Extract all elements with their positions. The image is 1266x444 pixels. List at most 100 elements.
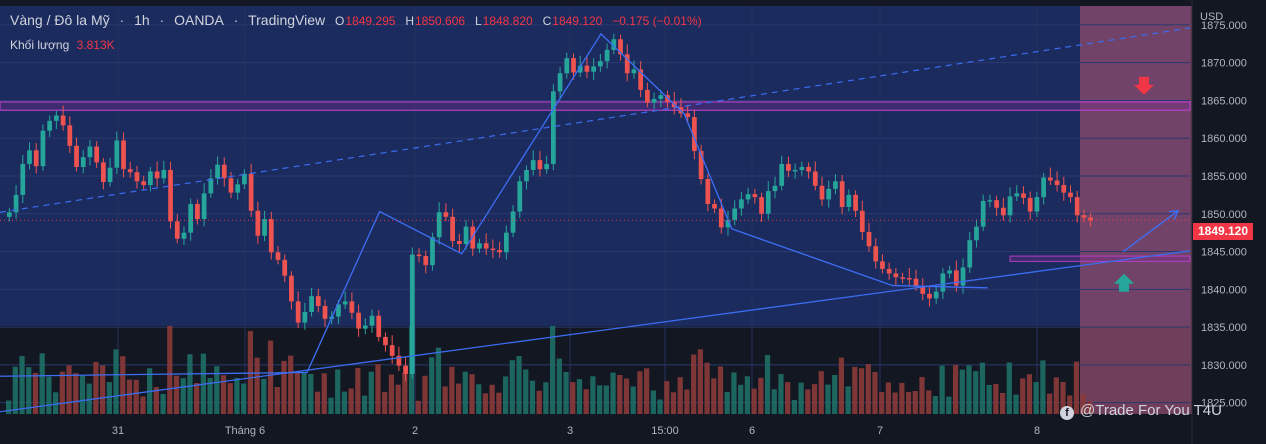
volume-bar <box>39 353 45 414</box>
candle-body <box>987 200 993 202</box>
volume-bar <box>227 383 233 414</box>
candle-body <box>168 169 173 222</box>
candle-body <box>181 232 187 239</box>
price-tick-label: 1860.000 <box>1201 133 1247 145</box>
price-tick-label: 1855.000 <box>1201 171 1247 183</box>
price-tick-label: 1870.000 <box>1201 58 1247 70</box>
candle-body <box>7 212 12 217</box>
candle-body <box>752 194 758 198</box>
time-tick-label: 2 <box>412 425 418 437</box>
volume-legend[interactable]: Khối lượng 3.813K <box>10 38 115 52</box>
volume-bar <box>926 390 932 414</box>
candle-body <box>584 65 590 72</box>
candle-body <box>1074 197 1080 216</box>
candle-body <box>503 232 509 253</box>
volume-bar <box>852 366 858 414</box>
candle-body <box>732 208 738 220</box>
volume-bar <box>805 389 811 414</box>
volume-bar <box>133 379 139 414</box>
candle-body <box>510 211 516 233</box>
candle-body <box>980 200 986 227</box>
volume-bar <box>785 382 791 414</box>
candle-body <box>423 256 429 266</box>
volume-bar <box>1040 360 1046 414</box>
candle-body <box>161 169 167 179</box>
candle-body <box>255 210 261 236</box>
volume-bar <box>469 374 475 414</box>
volume-bar <box>113 349 119 414</box>
volume-bar <box>120 356 126 414</box>
volume-bar <box>657 399 663 414</box>
open-value: 1849.295 <box>345 14 396 28</box>
volume-label: Khối lượng <box>10 38 70 52</box>
candle-body <box>638 69 644 90</box>
volume-bar <box>482 393 489 414</box>
time-tick-label: 15:00 <box>651 425 679 437</box>
volume-bar <box>341 391 348 414</box>
forecast-arrow <box>1122 210 1179 253</box>
support-zone <box>1009 255 1191 262</box>
candle-body <box>107 167 113 183</box>
candle-body <box>383 336 388 346</box>
candle-body <box>994 200 999 208</box>
volume-bar <box>1080 393 1086 414</box>
volume-bar <box>496 392 502 414</box>
candle-body <box>725 219 731 228</box>
volume-bar <box>308 373 314 414</box>
candle-body <box>960 267 966 286</box>
volume-bar <box>281 360 287 414</box>
volume-bar <box>1033 382 1039 414</box>
candle-body <box>201 193 207 220</box>
volume-bar <box>19 355 25 414</box>
volume-bar <box>650 390 656 414</box>
candle-body <box>611 39 617 50</box>
symbol-name[interactable]: Vàng / Đô la Mỹ <box>10 12 110 28</box>
candle-body <box>631 69 637 74</box>
candle-body <box>33 150 39 167</box>
candle-body <box>658 95 664 99</box>
candle-body <box>1021 193 1026 198</box>
volume-bar <box>778 374 784 414</box>
time-tick-label: 31 <box>112 425 124 437</box>
candle-body <box>618 39 623 55</box>
candle-body <box>571 58 576 73</box>
volume-bar <box>126 379 133 414</box>
candle-body <box>101 162 106 183</box>
volume-bar <box>717 366 724 414</box>
candle-body <box>94 146 100 163</box>
candle-body <box>148 171 153 186</box>
forecast-zone <box>1080 6 1192 414</box>
volume-bar <box>1026 374 1033 414</box>
volume-bar <box>912 391 918 414</box>
volume-bar <box>892 392 898 414</box>
volume-bar <box>267 340 274 414</box>
current-price-tag: 1849.120 <box>1193 223 1253 240</box>
volume-bar <box>583 389 589 414</box>
volume-bar <box>194 383 200 414</box>
price-axis-unit[interactable]: USD <box>1200 11 1224 23</box>
volume-bar <box>395 384 401 414</box>
interval-label[interactable]: 1h <box>134 12 150 28</box>
volume-bar <box>570 382 576 414</box>
candle-body <box>819 185 825 200</box>
candle-body <box>974 226 979 241</box>
volume-bar <box>771 389 777 414</box>
support-trendline <box>0 250 1191 413</box>
candle-body <box>544 163 549 170</box>
low-value: 1848.820 <box>482 14 533 28</box>
volume-bar <box>845 386 851 414</box>
volume-bar <box>435 347 442 414</box>
volume-bar <box>53 392 59 414</box>
candle-body <box>524 169 529 182</box>
candle-body <box>490 248 496 251</box>
candle-body <box>859 210 865 232</box>
candle-body <box>1054 180 1060 186</box>
candle-body <box>349 301 355 313</box>
volume-bar <box>207 378 213 414</box>
candle-body <box>235 184 241 193</box>
volume-bar <box>140 396 146 414</box>
price-tick-label: 1850.000 <box>1201 209 1247 221</box>
volume-bar <box>738 384 744 414</box>
volume-bar <box>180 378 186 414</box>
